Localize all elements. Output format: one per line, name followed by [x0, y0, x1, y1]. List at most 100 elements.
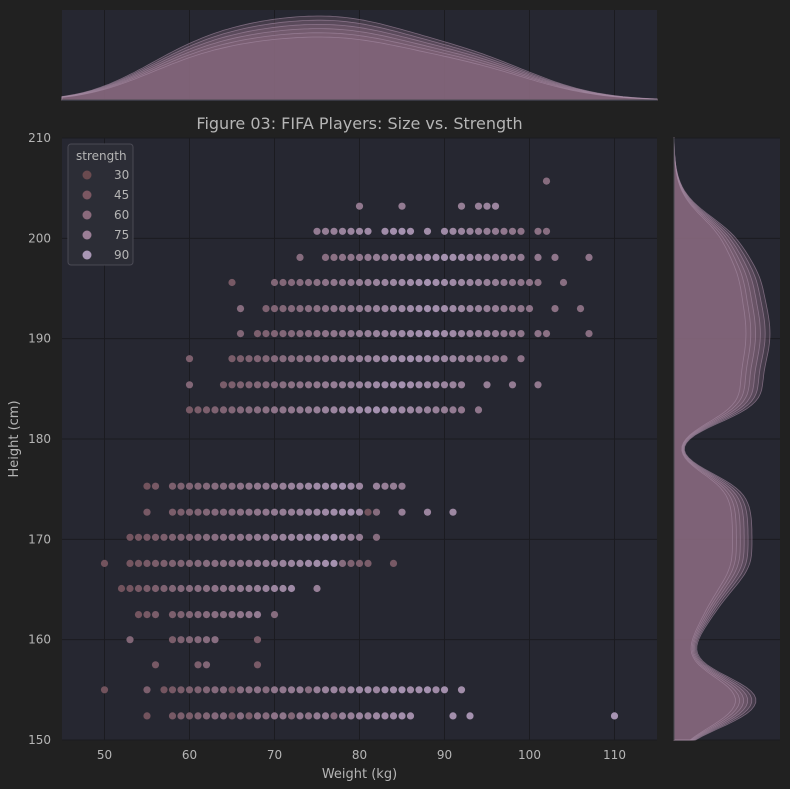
scatter-point	[585, 330, 593, 338]
scatter-point	[228, 712, 236, 720]
scatter-point	[330, 533, 338, 541]
scatter-point	[211, 712, 219, 720]
scatter-point	[177, 482, 185, 490]
scatter-point	[236, 305, 245, 313]
scatter-point	[381, 278, 389, 287]
scatter-point	[440, 355, 449, 363]
scatter-point	[143, 508, 151, 516]
scatter-point	[381, 482, 389, 490]
scatter-point	[262, 355, 270, 363]
scatter-point	[432, 330, 440, 338]
scatter-point	[177, 686, 185, 694]
scatter-point	[355, 202, 364, 210]
scatter-point	[185, 355, 194, 363]
scatter-point	[398, 202, 406, 210]
right-kde-curve	[673, 137, 761, 741]
scatter-point	[508, 227, 517, 235]
scatter-point	[304, 712, 313, 720]
scatter-point	[202, 406, 211, 414]
scatter-points	[100, 177, 619, 720]
scatter-point	[219, 381, 228, 389]
scatter-point	[389, 305, 398, 313]
scatter-point	[304, 559, 313, 568]
scatter-point	[364, 712, 372, 720]
scatter-point	[406, 686, 415, 694]
scatter-point	[270, 508, 279, 516]
scatter-point	[168, 686, 177, 694]
scatter-point	[398, 406, 406, 414]
scatter-point	[296, 381, 304, 389]
legend-marker	[82, 210, 92, 220]
scatter-point	[491, 202, 500, 210]
scatter-point	[151, 661, 160, 669]
scatter-point	[534, 381, 542, 389]
scatter-point	[143, 686, 151, 694]
scatter-point	[321, 508, 330, 516]
scatter-point	[449, 305, 457, 313]
scatter-point	[185, 611, 194, 619]
scatter-point	[270, 611, 279, 619]
scatter-point	[262, 482, 270, 490]
scatter-point	[117, 584, 126, 593]
legend-label: 60	[114, 208, 129, 222]
scatter-point	[228, 533, 236, 541]
scatter-point	[432, 305, 440, 313]
scatter-point	[508, 305, 517, 313]
scatter-point	[270, 278, 279, 287]
scatter-point	[236, 381, 245, 389]
scatter-point	[202, 508, 211, 516]
scatter-point	[347, 559, 355, 568]
scatter-point	[270, 533, 279, 541]
legend-title: strength	[76, 149, 127, 163]
scatter-point	[313, 227, 321, 235]
scatter-point	[245, 559, 253, 568]
scatter-point	[253, 611, 262, 619]
scatter-point	[202, 482, 211, 490]
scatter-point	[245, 355, 253, 363]
scatter-point	[287, 584, 296, 593]
scatter-point	[219, 611, 228, 619]
scatter-point	[253, 406, 262, 414]
scatter-point	[211, 406, 219, 414]
scatter-point	[508, 278, 517, 287]
scatter-point	[177, 611, 185, 619]
scatter-point	[457, 330, 466, 338]
scatter-point	[398, 381, 406, 389]
scatter-point	[279, 355, 287, 363]
scatter-point	[449, 253, 457, 261]
scatter-point	[287, 305, 296, 313]
y-tick-label: 180	[28, 432, 51, 446]
scatter-point	[398, 355, 406, 363]
scatter-point	[296, 686, 304, 694]
scatter-point	[287, 330, 296, 338]
scatter-point	[126, 533, 134, 541]
scatter-point	[262, 533, 270, 541]
scatter-point	[134, 584, 143, 593]
scatter-point	[347, 227, 355, 235]
scatter-point	[202, 611, 211, 619]
scatter-point	[304, 330, 313, 338]
scatter-point	[423, 406, 432, 414]
scatter-point	[423, 330, 432, 338]
scatter-point	[219, 533, 228, 541]
top-kde-curve	[61, 28, 658, 101]
scatter-point	[389, 712, 398, 720]
right-marginal-grid	[674, 137, 780, 741]
scatter-point	[245, 381, 253, 389]
scatter-point	[347, 381, 355, 389]
scatter-point	[338, 355, 347, 363]
scatter-point	[542, 227, 551, 235]
scatter-point	[211, 636, 219, 644]
scatter-point	[262, 712, 270, 720]
scatter-point	[440, 278, 449, 287]
scatter-point	[160, 584, 168, 593]
scatter-point	[194, 533, 202, 541]
scatter-point	[313, 305, 321, 313]
scatter-point	[389, 278, 398, 287]
scatter-point	[330, 482, 338, 490]
scatter-point	[253, 686, 262, 694]
scatter-point	[236, 330, 245, 338]
scatter-point	[372, 406, 381, 414]
scatter-point	[236, 508, 245, 516]
scatter-point	[228, 406, 236, 414]
